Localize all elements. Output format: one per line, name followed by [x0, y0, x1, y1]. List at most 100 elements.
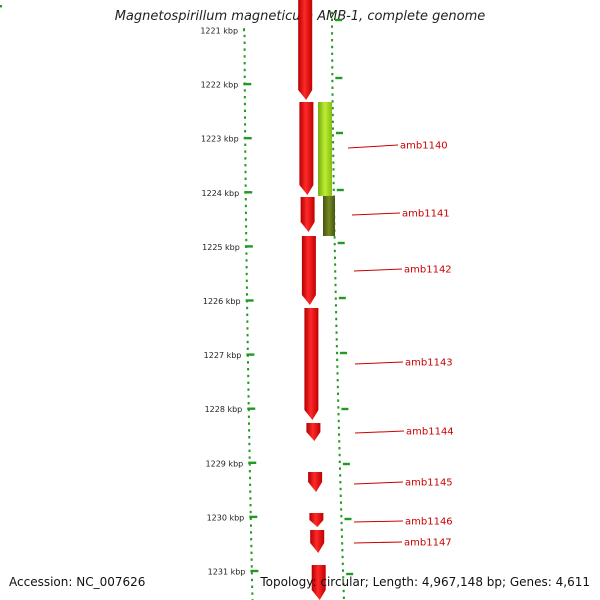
gene-arrow-3 — [300, 197, 315, 232]
track-dot — [331, 39, 334, 42]
track-dot — [331, 120, 334, 123]
scale-dot — [243, 55, 246, 58]
scale-dot — [245, 272, 248, 276]
scale-dot — [243, 41, 246, 44]
track-dot — [331, 73, 334, 76]
scale-dot — [244, 204, 247, 208]
track-dot — [331, 11, 334, 15]
gene-label-leader — [354, 430, 405, 434]
track-dot — [332, 168, 335, 171]
track-dot — [341, 562, 344, 565]
scale-label: 1225 kbp — [202, 243, 240, 252]
track-dot — [334, 263, 337, 266]
gene-arrow-2 — [299, 102, 314, 195]
track-dot — [335, 311, 338, 314]
scale-tick — [247, 407, 256, 410]
scale-label: 1231 kbp — [208, 568, 246, 577]
track-dot — [331, 107, 334, 110]
track-dot — [337, 426, 340, 429]
scale-dot — [247, 415, 250, 418]
scale-dot — [250, 572, 253, 575]
topology-info: Topology: circular; Length: 4,967,148 bp… — [260, 575, 590, 589]
scale-dot — [247, 402, 250, 405]
scale-dot — [244, 198, 247, 201]
track-tick — [344, 517, 352, 521]
track-tick — [340, 351, 348, 355]
track-dot — [335, 338, 338, 341]
scale-dot — [247, 395, 250, 398]
track-dot — [332, 175, 335, 178]
scale-tick — [248, 461, 257, 464]
gene-arrow-7 — [308, 472, 323, 492]
scale-dot — [249, 490, 252, 493]
scale-dot — [248, 463, 251, 466]
scale-dot — [250, 551, 253, 554]
scale-dot — [244, 170, 247, 174]
track-dot — [340, 515, 343, 518]
scale-dot — [248, 429, 251, 432]
scale-dot — [245, 259, 248, 262]
gene-label-leader — [347, 144, 399, 149]
track-dot — [342, 596, 345, 599]
track-dot — [333, 243, 336, 246]
track-tick — [336, 188, 344, 192]
scale-tick — [244, 191, 253, 194]
track-dot — [342, 589, 345, 593]
track-dot — [336, 358, 339, 361]
track-dot — [0, 5, 2, 8]
gene-arrow-5 — [304, 308, 319, 420]
scale-label: 1221 kbp — [200, 27, 238, 36]
gene-arrow-8 — [309, 513, 324, 527]
scale-tick — [250, 569, 259, 573]
scale-tick — [243, 82, 252, 86]
scale-dot — [249, 524, 252, 527]
scale-dot — [247, 408, 250, 412]
track-dot — [339, 474, 342, 477]
track-dot — [331, 45, 334, 49]
scale-dot — [246, 313, 249, 316]
scale-dot — [247, 374, 250, 378]
scale-tick — [244, 245, 253, 248]
feature-bar-dark — [323, 196, 335, 236]
gene-label-amb1143: amb1143 — [405, 358, 453, 369]
track-dot — [335, 317, 338, 321]
track-dot — [342, 569, 345, 572]
track-dot — [334, 304, 337, 307]
track-dot — [333, 256, 336, 259]
track-dot — [333, 236, 336, 239]
track-tick — [346, 572, 354, 576]
gene-label-leader — [354, 361, 404, 365]
scale-dot — [249, 510, 252, 514]
scale-dot — [248, 449, 251, 452]
gene-arrow-4 — [301, 236, 316, 305]
scale-dot — [244, 211, 247, 214]
track-dot — [340, 521, 343, 525]
track-dot — [337, 399, 340, 402]
accession-info: Accession: NC_007626 — [9, 575, 146, 589]
scale-dot — [246, 347, 249, 350]
track-dot — [334, 270, 337, 273]
scale-label: 1222 kbp — [201, 81, 239, 90]
scale-dot — [243, 62, 246, 65]
feature-bar-light — [318, 102, 332, 196]
track-dot — [334, 297, 337, 300]
track-dot — [336, 379, 339, 382]
scale-tick — [249, 515, 258, 519]
gene-label-leader — [351, 212, 401, 216]
scale-dot — [243, 75, 246, 78]
gene-label-leader — [353, 520, 404, 523]
scale-dot — [251, 592, 254, 595]
scale-dot — [246, 320, 249, 323]
track-dot — [341, 549, 344, 552]
track-dot — [331, 52, 334, 55]
scale-label: 1224 kbp — [202, 189, 240, 198]
scale-dot — [248, 456, 251, 459]
scale-dot — [244, 150, 247, 153]
scale-dot — [251, 585, 254, 588]
track-dot — [334, 277, 337, 280]
scale-dot — [244, 116, 247, 119]
scale-dot — [245, 286, 248, 289]
track-dot — [338, 433, 341, 436]
scale-dot — [243, 96, 246, 99]
